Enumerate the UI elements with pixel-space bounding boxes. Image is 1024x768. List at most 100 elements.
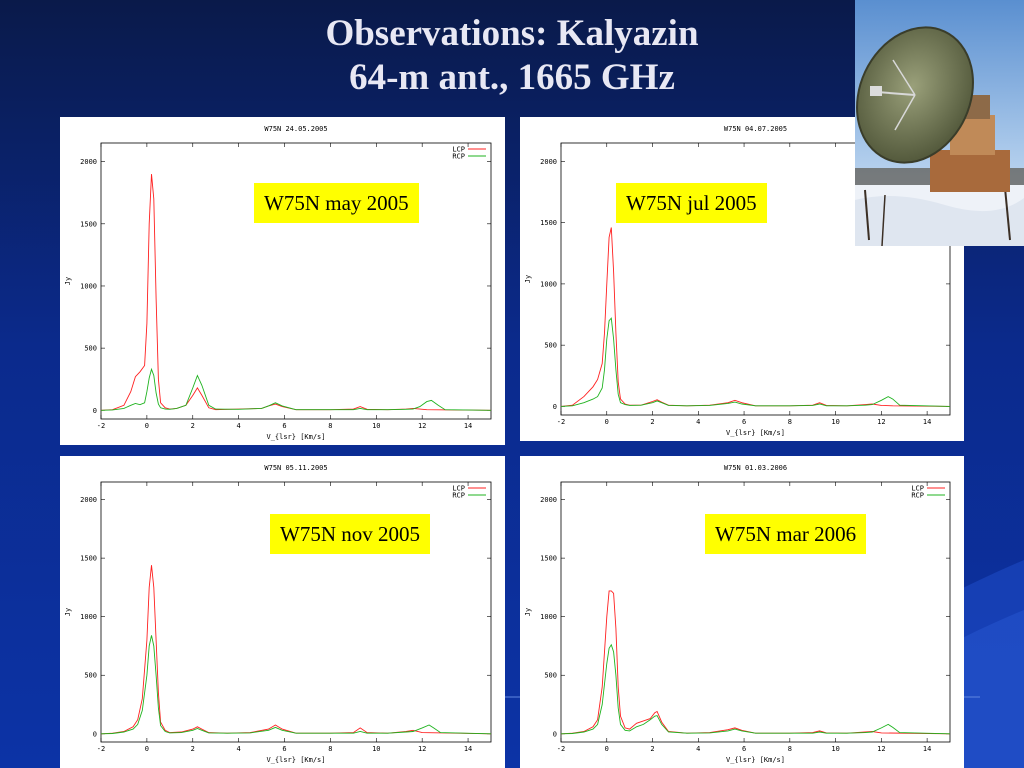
x-tick-label: 4 [696, 745, 700, 753]
y-tick-label: 1000 [540, 280, 557, 288]
x-tick-label: 2 [650, 418, 654, 426]
spectrum-chart-may-2005: W75N 24.05.2005-2 0 2 4 6 8 10 12 14050010001500… [64, 125, 492, 441]
x-tick-label: -2 [557, 418, 565, 426]
x-axis-label: V_{lsr} [Km/s] [266, 433, 325, 441]
x-tick-label: 12 [877, 418, 885, 426]
y-tick-label: 0 [93, 407, 97, 415]
series-line-rcp [100, 635, 492, 735]
y-tick-label: 0 [93, 730, 97, 738]
legend-label-lcp: LCP [911, 485, 924, 493]
x-axis-label: V_{lsr} [Km/s] [726, 756, 785, 764]
y-axis-label: Jy [64, 277, 72, 285]
x-axis-label: V_{lsr} [Km/s] [266, 756, 325, 764]
x-tick-label: 12 [418, 745, 426, 753]
y-tick-label: 1500 [80, 220, 97, 228]
y-axis-label: Jy [524, 608, 532, 616]
x-tick-label: 12 [877, 745, 885, 753]
x-tick-label: 10 [831, 418, 839, 426]
x-tick-label: 0 [605, 418, 609, 426]
y-tick-label: 500 [84, 672, 97, 680]
y-tick-label: 1000 [80, 282, 97, 290]
series-line-lcp [100, 174, 492, 411]
y-axis-label: Jy [64, 608, 72, 616]
epoch-label-jul-2005: W75N jul 2005 [616, 183, 767, 223]
radio-telescope-photo [855, 0, 1024, 246]
plot-frame [100, 142, 492, 420]
x-tick-label: -2 [97, 745, 105, 753]
x-tick-label: 10 [831, 745, 839, 753]
x-tick-label: 14 [923, 745, 931, 753]
legend-label-lcp: LCP [452, 485, 465, 493]
spectrum-chart-jul-2005: W75N 04.07.2005-2 0 2 4 6 8 10 12 14050010001500… [524, 125, 951, 437]
y-axis-label: Jy [524, 275, 532, 283]
series-line-rcp [100, 367, 492, 411]
spectrum-chart-mar-2006: W75N 01.03.2006-2 0 2 4 6 8 10 12 14050010001500… [524, 464, 951, 764]
slide-title-line-1: Observations: Kalyazin [325, 13, 699, 54]
x-tick-label: 6 [282, 422, 286, 430]
x-tick-label: 8 [328, 422, 332, 430]
epoch-label-mar-2006: W75N mar 2006 [705, 514, 867, 554]
x-tick-label: 6 [742, 745, 746, 753]
y-tick-label: 2000 [540, 496, 557, 504]
x-tick-label: 4 [696, 418, 700, 426]
y-tick-label: 500 [544, 342, 557, 350]
x-tick-label: 0 [145, 745, 149, 753]
epoch-label-nov-2005: W75N nov 2005 [270, 514, 430, 554]
x-tick-label: 6 [282, 745, 286, 753]
legend-label-rcp: RCP [452, 492, 465, 500]
spectrum-panel-mar-2006: W75N 01.03.2006 -2 0 2 4 6 8 10 12 14 0 500 1000 1500… [520, 456, 964, 768]
plot-frame [560, 142, 951, 416]
x-tick-label: 12 [418, 422, 426, 430]
x-axis-label: V_{lsr} [Km/s] [726, 429, 785, 437]
y-tick-label: 500 [84, 345, 97, 353]
x-tick-label: 14 [464, 745, 472, 753]
y-tick-label: 0 [553, 403, 557, 411]
x-tick-label: 10 [372, 745, 380, 753]
legend-label-lcp: LCP [452, 146, 465, 154]
y-tick-label: 0 [553, 730, 557, 738]
series-line-lcp [560, 590, 951, 735]
series-line-lcp [560, 227, 951, 407]
x-tick-label: -2 [557, 745, 565, 753]
x-tick-label: 8 [788, 418, 792, 426]
y-tick-label: 2000 [80, 496, 97, 504]
x-tick-label: 2 [191, 745, 195, 753]
x-tick-label: 2 [191, 422, 195, 430]
chart-title: W75N 05.11.2005 [264, 464, 327, 472]
x-tick-label: 10 [372, 422, 380, 430]
series-line-rcp [560, 643, 951, 735]
epoch-label-may-2005: W75N may 2005 [254, 183, 419, 223]
spectrum-panel-nov-2005: W75N 05.11.2005 -2 0 2 4 6 8 10 12 14 0 500 1000 1500… [60, 456, 505, 768]
series-line-lcp [100, 565, 492, 735]
y-tick-label: 1000 [540, 613, 557, 621]
y-tick-label: 2000 [80, 158, 97, 166]
y-tick-label: 1500 [540, 219, 557, 227]
x-tick-label: 14 [464, 422, 472, 430]
chart-title: W75N 04.07.2005 [724, 125, 787, 133]
spectrum-panel-may-2005: W75N 24.05.2005 -2 0 2 4 6 8 10 12 14 0 500 1000 1500… [60, 117, 505, 445]
x-tick-label: 6 [742, 418, 746, 426]
x-tick-label: 0 [605, 745, 609, 753]
legend-label-rcp: RCP [911, 492, 924, 500]
y-tick-label: 2000 [540, 158, 557, 166]
legend-label-rcp: RCP [452, 153, 465, 161]
x-tick-label: 14 [923, 418, 931, 426]
slide-title-line-2: 64-m ant., 1665 GHz [349, 57, 675, 98]
x-tick-label: 2 [650, 745, 654, 753]
plot-frame [100, 481, 492, 743]
spectrum-chart-nov-2005: W75N 05.11.2005-2 0 2 4 6 8 10 12 14050010001500… [64, 464, 492, 764]
x-tick-label: -2 [97, 422, 105, 430]
y-tick-label: 1500 [540, 555, 557, 563]
y-tick-label: 1000 [80, 613, 97, 621]
x-tick-label: 4 [237, 745, 241, 753]
chart-title: W75N 01.03.2006 [724, 464, 787, 472]
x-tick-label: 8 [788, 745, 792, 753]
series-line-rcp [560, 317, 951, 407]
x-tick-label: 0 [145, 422, 149, 430]
slide-title: Observations: Kalyazin 64-m ant., 1665 G… [200, 12, 824, 100]
x-tick-label: 4 [237, 422, 241, 430]
y-tick-label: 1500 [80, 555, 97, 563]
plot-frame [560, 481, 951, 743]
y-tick-label: 500 [544, 672, 557, 680]
x-tick-label: 8 [328, 745, 332, 753]
